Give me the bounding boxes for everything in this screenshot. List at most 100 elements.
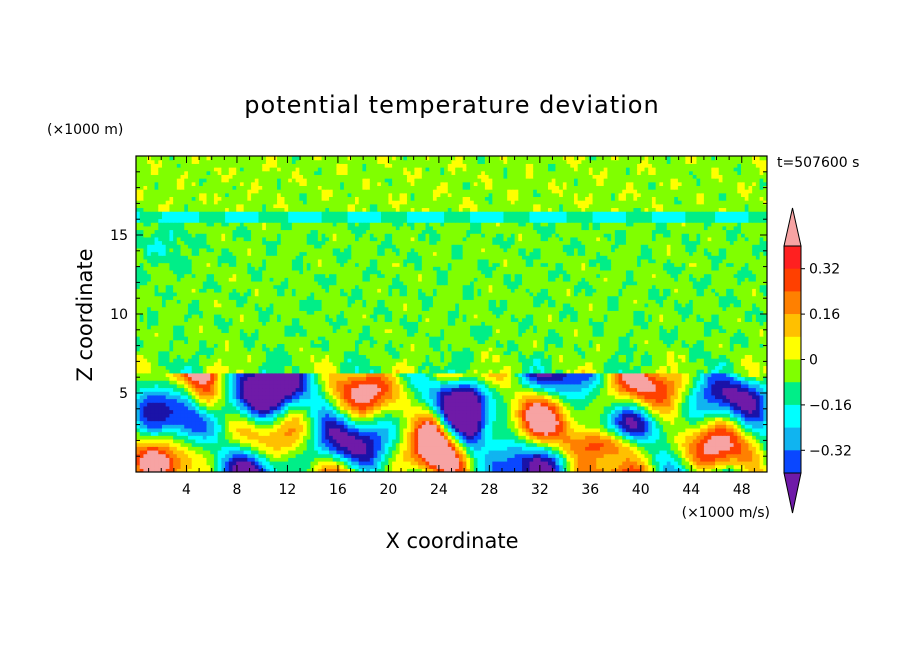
heatmap-cell <box>496 376 501 381</box>
heatmap-cell <box>258 391 263 396</box>
heatmap-cell <box>651 416 657 422</box>
heatmap-cell <box>588 405 594 411</box>
heatmap-cell <box>225 398 230 403</box>
heatmap-cell <box>633 372 638 378</box>
heatmap-cell <box>744 457 750 462</box>
heatmap-cell <box>251 361 256 367</box>
heatmap-cell <box>481 464 486 469</box>
heatmap-cell <box>384 369 389 374</box>
heatmap-cell <box>295 372 300 378</box>
heatmap-cell <box>139 453 145 458</box>
heatmap-cell <box>477 457 482 462</box>
heatmap-cell <box>544 438 549 444</box>
heatmap-cell <box>674 409 679 414</box>
heatmap-cell <box>640 394 646 400</box>
heatmap-cell <box>763 369 767 374</box>
heatmap-cell <box>254 405 260 411</box>
heatmap-cell <box>418 372 423 378</box>
heatmap-cell <box>577 365 583 370</box>
heatmap-cell <box>473 413 479 418</box>
heatmap-cell <box>722 449 727 455</box>
heatmap-cell <box>269 460 274 466</box>
heatmap-cell <box>395 398 401 403</box>
heatmap-cell <box>685 413 690 418</box>
heatmap-cell <box>306 442 312 447</box>
heatmap-cell <box>251 391 256 396</box>
heatmap-cell <box>625 394 631 400</box>
heatmap-cell <box>265 468 271 472</box>
heatmap-cell <box>288 398 293 403</box>
heatmap-cell <box>707 453 712 458</box>
heatmap-cell <box>358 361 364 367</box>
heatmap-cell <box>325 409 330 414</box>
heatmap-cell <box>176 427 182 433</box>
heatmap-cell <box>288 427 293 433</box>
heatmap-cell <box>744 383 750 389</box>
heatmap-cell <box>462 460 467 466</box>
heatmap-cell <box>291 365 297 370</box>
heatmap-cell <box>440 383 445 389</box>
heatmap-cell <box>165 435 170 440</box>
heatmap-cell <box>548 438 553 444</box>
heatmap-cell <box>206 372 211 378</box>
heatmap-cell <box>544 409 549 414</box>
heatmap-cell <box>663 449 668 455</box>
heatmap-cell <box>536 394 542 400</box>
heatmap-cell <box>310 464 315 469</box>
heatmap-cell <box>492 457 497 462</box>
heatmap-cell <box>599 449 605 455</box>
heatmap-cell <box>136 380 141 385</box>
heatmap-cell <box>403 468 408 472</box>
heatmap-cell <box>496 391 501 396</box>
heatmap-cell <box>191 438 196 444</box>
heatmap-cell <box>269 424 274 429</box>
heatmap-cell <box>436 383 441 389</box>
heatmap-cell <box>451 413 456 418</box>
heatmap-cell <box>202 457 208 462</box>
heatmap-cell <box>399 453 404 458</box>
heatmap-cell <box>329 435 334 440</box>
heatmap-cell <box>373 372 378 378</box>
heatmap-cell <box>752 464 757 469</box>
heatmap-cell <box>425 453 430 458</box>
heatmap-cell <box>329 409 334 414</box>
heatmap-cell <box>666 457 672 462</box>
heatmap-cell <box>540 427 545 433</box>
heatmap-cell <box>540 453 545 458</box>
heatmap-cell <box>317 409 323 414</box>
heatmap-cell <box>225 427 230 433</box>
heatmap-cell <box>618 369 623 374</box>
heatmap-cell <box>715 460 720 466</box>
heatmap-cell <box>548 365 553 370</box>
heatmap-cell <box>254 372 260 378</box>
heatmap-cell <box>700 409 705 414</box>
heatmap-cell <box>199 446 204 451</box>
heatmap-cell <box>429 402 434 407</box>
heatmap-cell <box>533 372 538 378</box>
heatmap-cell <box>592 446 597 451</box>
heatmap-cell <box>199 460 204 466</box>
heatmap-cell <box>629 394 634 400</box>
heatmap-cell <box>573 416 579 422</box>
heatmap-cell <box>559 398 564 403</box>
heatmap-cell <box>522 446 527 451</box>
heatmap-cell <box>718 394 724 400</box>
heatmap-cell <box>340 365 345 370</box>
heatmap-cell <box>336 387 341 392</box>
heatmap-cell <box>581 446 586 451</box>
heatmap-cell <box>399 416 404 422</box>
heatmap-cell <box>666 405 672 411</box>
heatmap-cell <box>625 405 631 411</box>
heatmap-cell <box>251 409 256 414</box>
heatmap-cell <box>755 405 761 411</box>
heatmap-cell <box>611 387 616 392</box>
heatmap-cell <box>663 438 668 444</box>
heatmap-cell <box>314 435 319 440</box>
heatmap-cell <box>458 409 464 414</box>
heatmap-cell <box>514 394 519 400</box>
heatmap-cell <box>544 468 549 472</box>
heatmap-cell <box>247 372 252 378</box>
heatmap-cell <box>173 431 178 436</box>
heatmap-cell <box>202 409 208 414</box>
heatmap-cell <box>748 446 753 451</box>
